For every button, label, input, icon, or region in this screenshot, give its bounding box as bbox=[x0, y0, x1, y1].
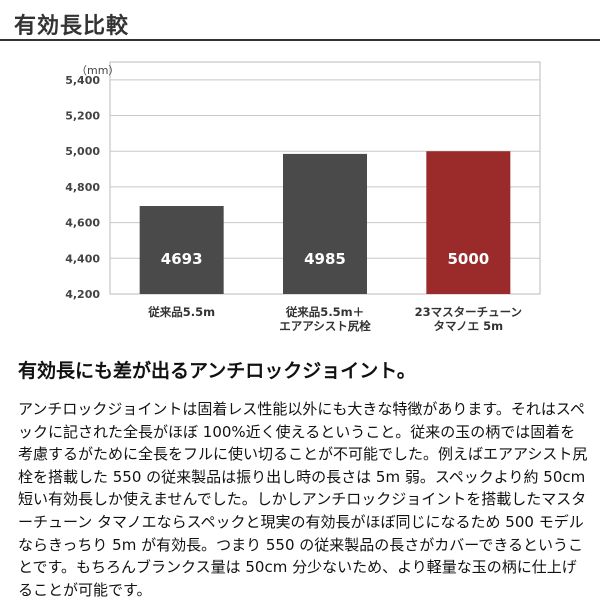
x-category-label: タマノエ 5m bbox=[434, 319, 504, 333]
y-tick-label: 4,800 bbox=[65, 181, 100, 194]
bar bbox=[139, 206, 224, 294]
page-title: 有効長比較 bbox=[14, 14, 130, 39]
y-tick-label: 5,200 bbox=[65, 110, 100, 123]
x-category-label: エアアシスト尻栓 bbox=[279, 319, 371, 333]
y-axis-unit-label: （mm） bbox=[76, 64, 119, 77]
effective-length-chart: （mm） 4,200 4,400 4,600 4,800 5,000 5,200 5,400 4… bbox=[65, 61, 541, 333]
y-tick-label: 5,000 bbox=[65, 145, 100, 158]
x-category-label: 従来品5.5m bbox=[147, 305, 215, 319]
bar-value-label: 5000 bbox=[447, 250, 489, 268]
bar-value-label: 4693 bbox=[161, 250, 203, 268]
bar-value-label: 4985 bbox=[304, 250, 346, 268]
y-tick-label: 5,400 bbox=[65, 74, 100, 87]
bar bbox=[426, 151, 511, 294]
x-category-label: 従来品5.5m＋ bbox=[285, 305, 364, 319]
article-body: アンチロックジョイントは固着レス性能以外にも大きな特徴があります。それはスペック… bbox=[18, 400, 588, 599]
y-tick-label: 4,200 bbox=[65, 288, 100, 301]
x-category-label: 23マスターチューン bbox=[415, 305, 522, 319]
article-subheading: 有効長にも差が出るアンチロックジョイント。 bbox=[18, 360, 416, 382]
bar bbox=[283, 153, 367, 294]
header: 有効長比較 bbox=[0, 0, 600, 41]
title-underline bbox=[0, 39, 600, 41]
y-tick-label: 4,600 bbox=[65, 217, 100, 230]
y-tick-label: 4,400 bbox=[65, 252, 100, 265]
